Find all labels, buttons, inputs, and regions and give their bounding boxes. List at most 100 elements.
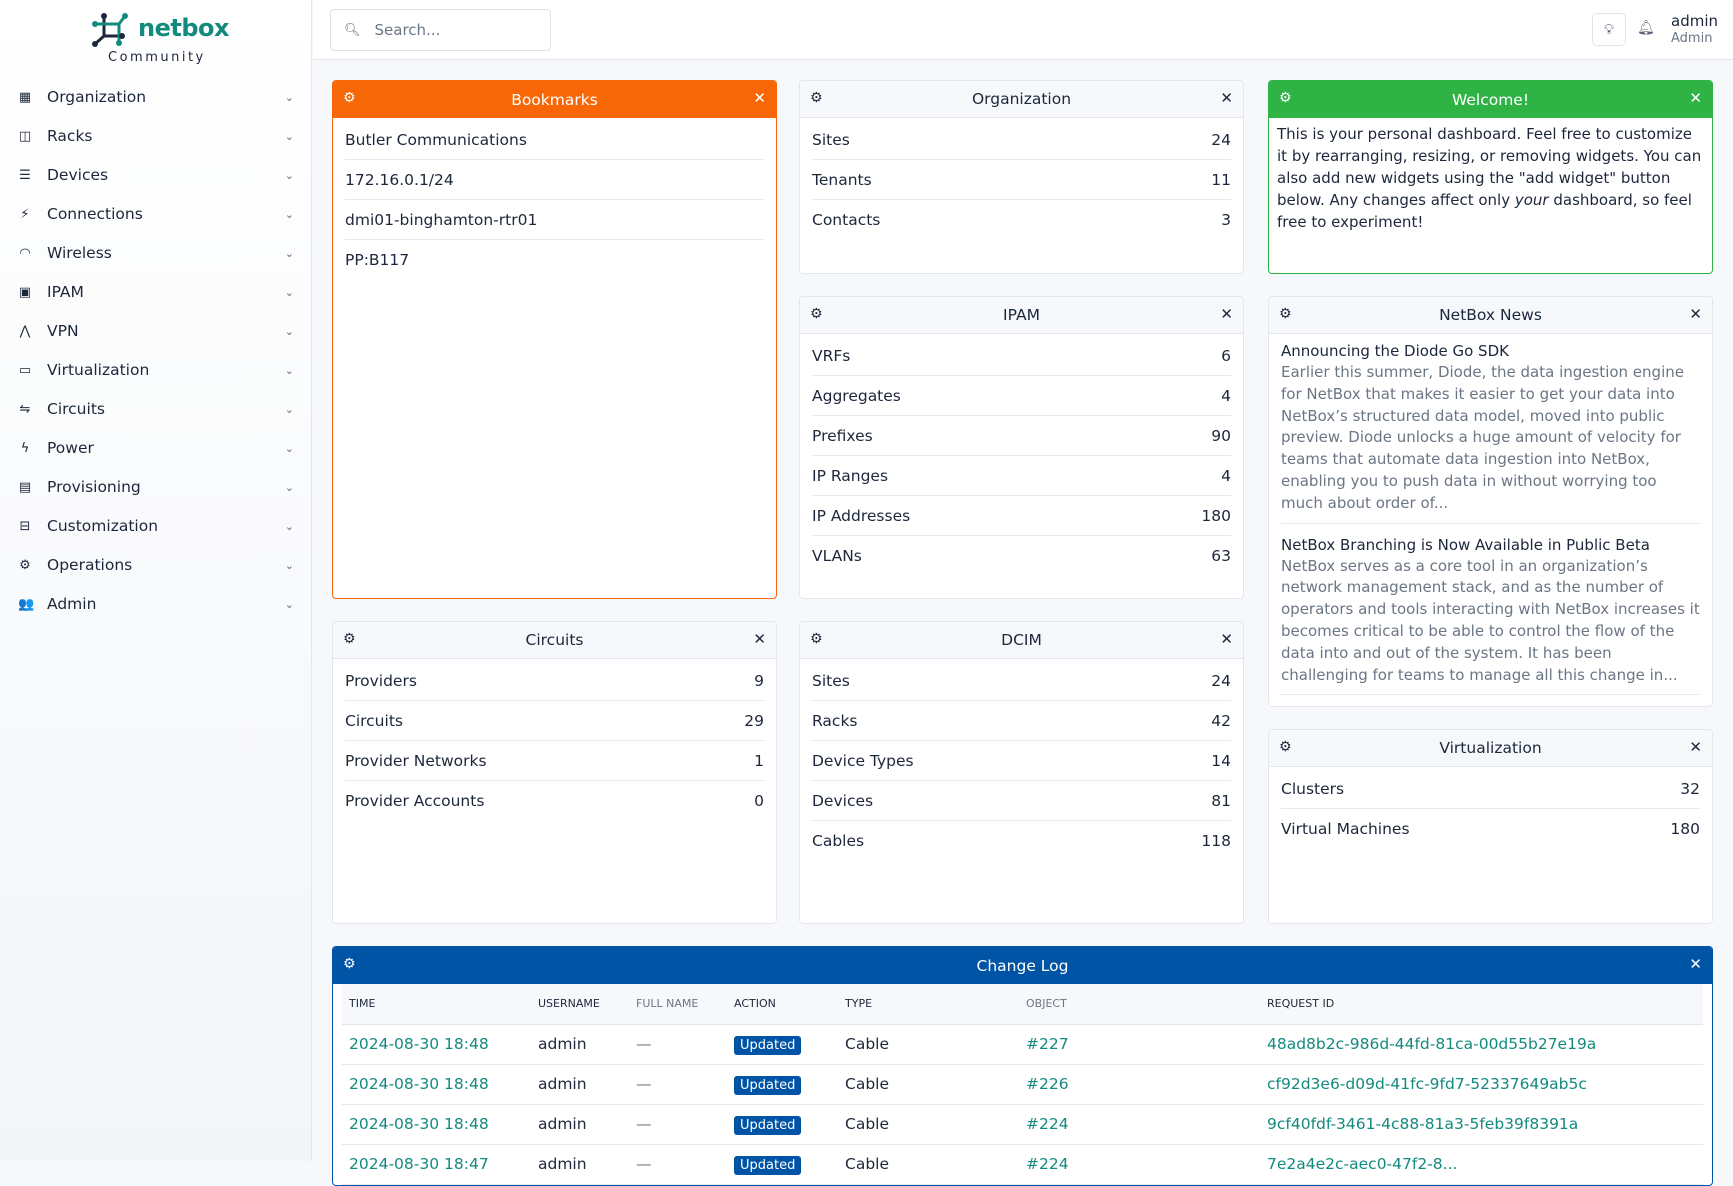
news-title[interactable]: NetBox Branching is Now Available in Pub… [1281,535,1650,554]
time-link[interactable]: 2024-08-30 18:48 [349,1075,489,1093]
column-header[interactable]: USERNAME [531,984,629,1025]
sidebar-item-customization[interactable]: ⊟ Customization ⌄ [0,507,312,545]
sidebar-item-wireless[interactable]: ◠ Wireless ⌄ [0,234,312,272]
close-icon[interactable]: ✕ [1689,305,1702,323]
gear-icon[interactable]: ⚙ [343,956,356,972]
close-icon[interactable]: ✕ [753,630,766,648]
stat-count: 118 [1201,832,1231,850]
news-title[interactable]: Announcing the Diode Go SDK [1281,342,1509,360]
top-bar: 🔍︎ 💡︎ 🔔︎ admin Admin [313,0,1733,60]
stat-row[interactable]: Provider Networks 1 [345,741,764,781]
close-icon[interactable]: ✕ [1220,89,1233,107]
close-icon[interactable]: ✕ [1689,955,1702,973]
gear-icon[interactable]: ⚙ [1279,739,1292,755]
sidebar-item-label: Racks [47,127,93,145]
column-header[interactable]: TYPE [838,984,1019,1025]
close-icon[interactable]: ✕ [1220,630,1233,648]
stat-label: Sites [812,671,850,690]
stat-row[interactable]: Virtual Machines 180 [1281,809,1700,849]
sidebar-item-connections[interactable]: ⚡ Connections ⌄ [0,195,312,233]
news-item[interactable]: NetBox Branching is Now Available in Pub… [1281,534,1700,696]
bookmark-link[interactable]: Butler Communications [345,120,764,160]
sidebar-item-circuits[interactable]: ⇋ Circuits ⌄ [0,390,312,428]
stat-row[interactable]: Cables 118 [812,821,1231,861]
time-link[interactable]: 2024-08-30 18:48 [349,1035,489,1053]
netbox-logo[interactable]: netbox Community [92,12,229,68]
news-item[interactable]: Announcing the Diode Go SDK Earlier this … [1281,340,1700,524]
notifications-bell-icon[interactable]: 🔔︎ [1637,20,1655,36]
stat-row[interactable]: Prefixes 90 [812,416,1231,456]
netbox-news-widget: ⚙ NetBox News ✕ Announcing the Diode Go SD… [1268,296,1713,707]
gear-icon[interactable]: ⚙ [343,90,356,106]
close-icon[interactable]: ✕ [753,89,766,107]
column-header[interactable]: REQUEST ID [1260,984,1703,1025]
request-id-link[interactable]: 7e2a4e2c-aec0-47f2-8... [1267,1155,1458,1173]
stat-row[interactable]: Sites 24 [812,120,1231,160]
stat-row[interactable]: IP Ranges 4 [812,456,1231,496]
stat-count: 90 [1211,426,1231,445]
stat-row[interactable]: Tenants 11 [812,160,1231,200]
chevron-down-icon: ⌄ [284,558,294,572]
close-icon[interactable]: ✕ [1689,738,1702,756]
bookmark-link[interactable]: PP:B117 [345,251,410,269]
theme-toggle-button[interactable]: 💡︎ [1592,13,1626,46]
gear-icon[interactable]: ⚙ [810,90,823,106]
gear-icon[interactable]: ⚙ [810,306,823,322]
column-header[interactable]: ACTION [727,984,838,1025]
request-id-link[interactable]: 48ad8b2c-986d-44fd-81ca-00d55b27e19a [1267,1035,1597,1053]
stat-row[interactable]: Racks 42 [812,701,1231,741]
stat-row[interactable]: Sites 24 [812,661,1231,701]
stat-count: 24 [1211,130,1231,149]
stat-row[interactable]: Device Types 14 [812,741,1231,781]
sidebar-item-vpn[interactable]: ⋀ VPN ⌄ [0,312,312,350]
object-link[interactable]: #224 [1026,1115,1069,1133]
news-title[interactable]: A New Look For NetBox and NetBox Labs [1281,705,1700,706]
stat-row[interactable]: Contacts 3 [812,200,1231,240]
sidebar-item-provisioning[interactable]: ▤ Provisioning ⌄ [0,468,312,506]
sidebar-item-ipam[interactable]: ▣ IPAM ⌄ [0,273,312,311]
stat-row[interactable]: Devices 81 [812,781,1231,821]
stat-row[interactable]: Provider Accounts 0 [345,781,764,821]
object-link[interactable]: #224 [1026,1155,1069,1173]
sidebar-item-organization[interactable]: ▦ Organization ⌄ [0,78,312,116]
sidebar-item-devices[interactable]: ☰ Devices ⌄ [0,156,312,194]
action-badge: Updated [734,1156,802,1175]
sidebar-item-racks[interactable]: ◫ Racks ⌄ [0,117,312,155]
sidebar-item-operations[interactable]: ⚙ Operations ⌄ [0,546,312,584]
gear-icon[interactable]: ⚙ [1279,90,1292,106]
counter-icon: ▣ [18,284,32,300]
search-icon: 🔍︎ [344,22,361,38]
search-box[interactable]: 🔍︎ [330,9,551,51]
object-link[interactable]: #226 [1026,1075,1069,1093]
gear-icon[interactable]: ⚙ [343,631,356,647]
bookmark-link[interactable]: dmi01-binghamton-rtr01 [345,200,764,240]
time-link[interactable]: 2024-08-30 18:47 [349,1155,489,1173]
user-role: Admin [1671,31,1713,46]
close-icon[interactable]: ✕ [1220,305,1233,323]
stat-label: Clusters [1281,779,1345,798]
request-id-link[interactable]: cf92d3e6-d09d-41fc-9fd7-52337649ab5c [1267,1075,1587,1093]
stat-row[interactable]: VRFs 6 [812,336,1231,376]
stat-row[interactable]: Clusters 32 [1281,769,1700,809]
bookmark-link[interactable]: 172.16.0.1/24 [345,160,764,200]
news-item[interactable]: A New Look For NetBox and NetBox Labs [1281,705,1700,706]
stat-row[interactable]: IP Addresses 180 [812,496,1231,536]
stat-row[interactable]: Providers 9 [345,661,764,701]
column-header[interactable]: TIME [342,984,531,1025]
stat-row[interactable]: VLANs 63 [812,536,1231,576]
object-link[interactable]: #227 [1026,1035,1069,1053]
sidebar-item-power[interactable]: ϟ Power ⌄ [0,429,312,467]
user-menu[interactable]: admin Admin [1671,12,1718,48]
sidebar-item-virtualization[interactable]: ▭ Virtualization ⌄ [0,351,312,389]
search-input[interactable] [374,21,535,39]
column-header: OBJECT [1019,984,1260,1025]
close-icon[interactable]: ✕ [1689,89,1702,107]
gear-icon[interactable]: ⚙ [1279,306,1292,322]
stat-row[interactable]: Circuits 29 [345,701,764,741]
flash-icon: ϟ [20,440,30,456]
gear-icon[interactable]: ⚙ [810,631,823,647]
sidebar-item-admin[interactable]: 👥 Admin ⌄ [0,585,312,623]
stat-row[interactable]: Aggregates 4 [812,376,1231,416]
time-link[interactable]: 2024-08-30 18:48 [349,1115,489,1133]
request-id-link[interactable]: 9cf40fdf-3461-4c88-81a3-5feb39f8391a [1267,1115,1579,1133]
